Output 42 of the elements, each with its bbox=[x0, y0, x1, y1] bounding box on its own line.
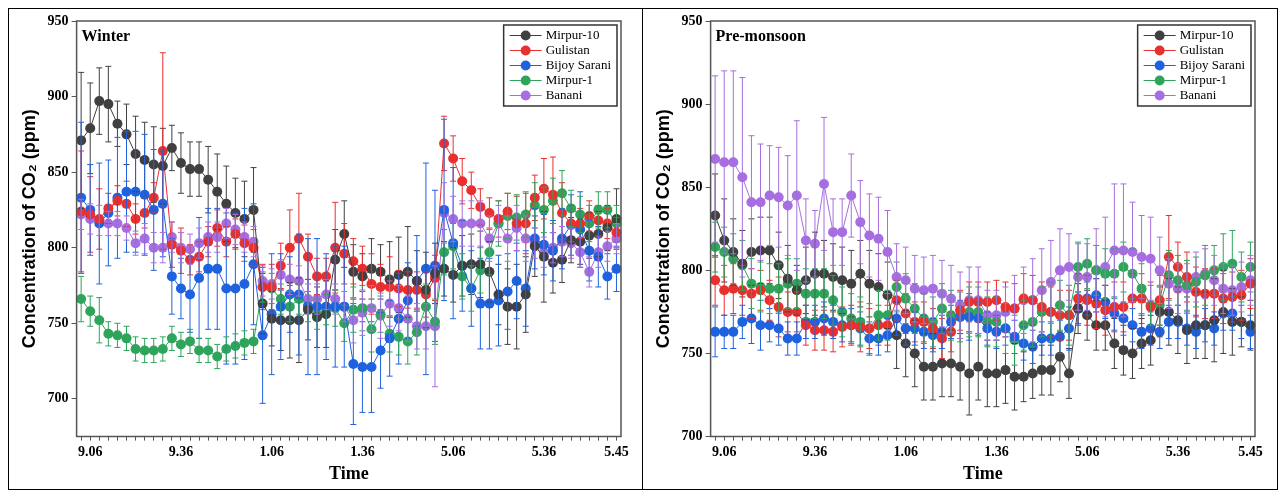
legend-label: Mirpur-10 bbox=[1179, 26, 1234, 42]
x-tick-label: 5.45 bbox=[1238, 443, 1263, 459]
x-axis-title: Time bbox=[962, 462, 1003, 483]
x-tick-label: 1.06 bbox=[893, 443, 918, 459]
x-tick-label: 5.06 bbox=[440, 443, 466, 459]
chart-title: Winter bbox=[81, 27, 131, 45]
x-tick-label: 1.06 bbox=[259, 443, 284, 459]
legend-label: Banani bbox=[1179, 86, 1217, 102]
x-tick-label: 5.36 bbox=[531, 443, 557, 459]
legend-label: Mirpur-10 bbox=[545, 26, 600, 42]
x-tick-label: 5.06 bbox=[1074, 443, 1100, 459]
x-tick-label: 9.06 bbox=[77, 443, 103, 459]
x-tick-label: 1.36 bbox=[350, 443, 375, 459]
y-tick-label: 700 bbox=[681, 428, 703, 444]
y-tick-label: 850 bbox=[47, 163, 69, 179]
legend-label: Gulistan bbox=[1179, 41, 1225, 57]
legend-label: Gulistan bbox=[545, 41, 591, 57]
legend-label: Bijoy Sarani bbox=[1179, 56, 1246, 72]
x-axis-title: Time bbox=[328, 462, 369, 483]
legend-label: Mirpur-1 bbox=[1179, 71, 1228, 87]
chart-title: Pre-monsoon bbox=[715, 27, 807, 45]
legend-label: Mirpur-1 bbox=[545, 71, 594, 87]
x-tick-label: 5.45 bbox=[604, 443, 629, 459]
y-tick-label: 800 bbox=[681, 261, 703, 277]
y-tick-label: 750 bbox=[47, 314, 69, 330]
legend-label: Bijoy Sarani bbox=[545, 56, 612, 72]
x-tick-label: 5.36 bbox=[1165, 443, 1191, 459]
x-tick-label: 1.36 bbox=[984, 443, 1009, 459]
y-tick-label: 950 bbox=[47, 12, 69, 28]
y-tick-label: 850 bbox=[681, 178, 703, 194]
y-tick-label: 750 bbox=[681, 345, 703, 361]
y-tick-label: 700 bbox=[47, 390, 69, 406]
y-tick-label: 900 bbox=[47, 88, 69, 104]
x-tick-label: 9.36 bbox=[802, 443, 828, 459]
y-tick-label: 950 bbox=[681, 12, 703, 28]
y-tick-label: 800 bbox=[47, 239, 69, 255]
x-tick-label: 9.36 bbox=[168, 443, 194, 459]
y-tick-label: 900 bbox=[681, 95, 703, 111]
x-tick-label: 9.06 bbox=[711, 443, 737, 459]
y-axis-title: Concentration of CO₂ (ppm) bbox=[652, 109, 673, 349]
legend-label: Banani bbox=[545, 86, 583, 102]
y-axis-title: Concentration of CO₂ (ppm) bbox=[18, 109, 39, 349]
